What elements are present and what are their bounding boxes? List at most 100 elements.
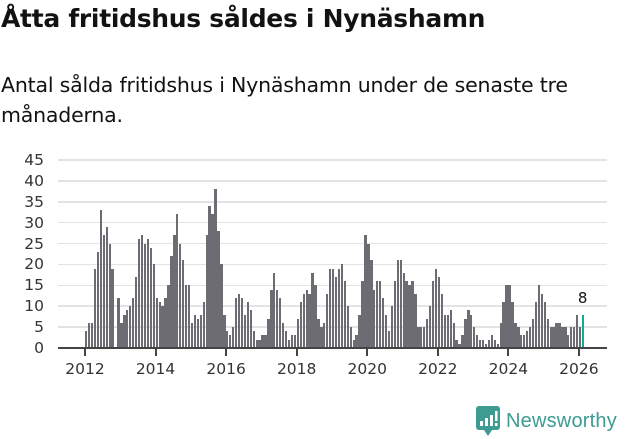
bar	[281, 322, 285, 348]
bar	[276, 289, 279, 348]
x-axis-tick	[507, 349, 510, 356]
bar	[461, 335, 464, 348]
bar	[364, 235, 367, 348]
gridline	[58, 242, 607, 245]
x-axis-tick	[225, 349, 228, 356]
bar	[420, 327, 423, 348]
bar	[170, 256, 173, 348]
x-axis-label: 2018	[276, 360, 317, 378]
y-axis-label: 15	[24, 276, 44, 295]
bar	[567, 335, 570, 348]
bar	[402, 272, 405, 348]
bar	[578, 327, 582, 348]
bar	[267, 318, 270, 348]
bar	[214, 189, 217, 348]
bar	[352, 339, 355, 348]
bar	[393, 281, 397, 348]
bar	[249, 310, 252, 348]
bar	[211, 214, 214, 348]
gridline	[58, 221, 607, 224]
bar	[473, 327, 476, 348]
bar	[137, 239, 141, 348]
bar	[223, 314, 226, 348]
bar	[373, 289, 376, 348]
bar	[205, 235, 208, 348]
bar	[196, 318, 200, 348]
highlighted-bar	[581, 314, 585, 348]
bar	[132, 297, 135, 348]
bar	[305, 289, 308, 348]
bar	[99, 210, 103, 348]
bar	[264, 335, 267, 348]
bar	[499, 322, 502, 348]
bar	[284, 331, 288, 348]
bar	[308, 293, 311, 348]
bar	[361, 281, 364, 348]
bar	[446, 314, 449, 348]
bar	[273, 272, 276, 348]
bar	[234, 297, 238, 348]
bar	[337, 268, 341, 348]
bar	[87, 322, 91, 348]
bar	[293, 335, 297, 348]
bar	[440, 293, 444, 348]
bar	[455, 339, 458, 348]
bar	[505, 285, 508, 348]
bar	[543, 302, 546, 348]
bar	[270, 289, 273, 348]
bar	[176, 214, 179, 348]
bar	[111, 268, 114, 348]
x-axis-label: 2012	[65, 360, 105, 378]
x-axis-tick	[84, 349, 86, 356]
bar	[102, 235, 105, 348]
bar	[117, 297, 120, 348]
bar	[323, 322, 326, 348]
bar	[164, 297, 167, 348]
x-axis-label: 2016	[206, 360, 246, 378]
bar	[426, 318, 429, 348]
bar	[120, 322, 123, 348]
bar	[331, 268, 335, 348]
bar	[326, 293, 329, 348]
bar	[467, 310, 470, 348]
x-axis-label: 2014	[135, 360, 176, 378]
bar	[340, 264, 344, 348]
bar	[376, 281, 379, 348]
bar	[443, 314, 446, 348]
x-axis-tick	[366, 349, 369, 356]
bar	[520, 335, 523, 348]
bar	[537, 285, 541, 348]
bar	[190, 322, 194, 348]
bar	[414, 293, 417, 348]
bar	[434, 268, 438, 348]
bar	[296, 318, 299, 348]
gridline	[58, 159, 607, 161]
bar	[417, 327, 420, 348]
bar	[367, 243, 370, 348]
bar	[184, 285, 188, 348]
bar	[561, 327, 564, 348]
x-axis-label: 2020	[347, 360, 387, 378]
bar	[546, 318, 549, 348]
bar	[187, 285, 191, 348]
bar	[237, 293, 241, 348]
y-axis-label: 30	[24, 213, 44, 232]
chart-subtitle: Antal sålda fritidshus i Nynäshamn under…	[1, 73, 568, 127]
bar	[220, 264, 223, 348]
y-axis-label: 10	[24, 297, 44, 316]
bar	[358, 314, 361, 348]
bar	[149, 247, 152, 348]
bar	[140, 235, 144, 348]
bar	[143, 243, 147, 348]
y-axis-label: 45	[24, 151, 44, 169]
newsworthy-logo: Newsworthy	[476, 406, 617, 436]
bar	[523, 335, 526, 348]
bar	[411, 281, 414, 348]
bar	[314, 285, 317, 348]
bar	[290, 335, 294, 348]
bar	[279, 297, 282, 348]
bar	[161, 306, 164, 348]
bar	[240, 297, 244, 348]
bar	[193, 314, 197, 348]
bar	[155, 297, 158, 348]
